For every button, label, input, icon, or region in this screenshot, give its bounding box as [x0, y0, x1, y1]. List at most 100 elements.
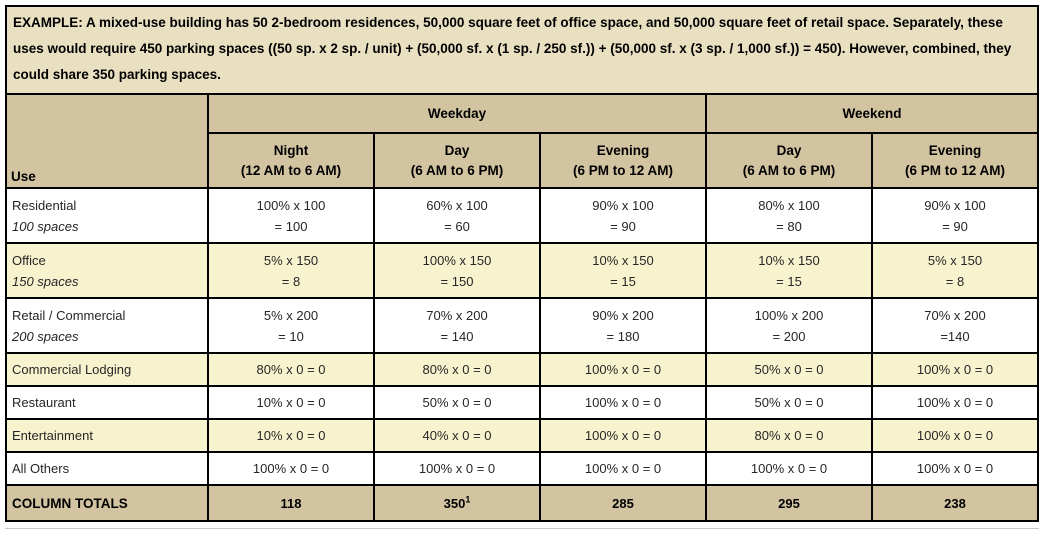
- use-name: Restaurant: [12, 395, 76, 410]
- calc-line: 80% x 0 = 0: [256, 362, 326, 377]
- period-name: Night: [273, 142, 309, 158]
- use-name: Residential: [12, 197, 77, 213]
- calc-cell: 100% x 200 = 200: [705, 297, 873, 354]
- weekday-group-header: Weekday: [207, 93, 707, 134]
- calc-cell: 90% x 200 = 180: [539, 297, 707, 354]
- calc-line: 100% x 0 = 0: [584, 428, 662, 443]
- use-column-header: Use: [5, 93, 209, 189]
- calc-cell: 70% x 200 =140: [871, 297, 1039, 354]
- calc-cell: 80% x 0 = 0: [373, 352, 541, 387]
- calc-line: 50% x 0 = 0: [422, 395, 492, 410]
- time-period-header-0: Night (12 AM to 6 AM): [207, 132, 375, 189]
- calc-line: 50% x 0 = 0: [754, 395, 824, 410]
- calc-line: = 8: [281, 273, 301, 289]
- column-total-value: 285: [539, 484, 707, 522]
- calc-line: 100% x 0 = 0: [916, 395, 994, 410]
- calc-cell: 100% x 0 = 0: [539, 418, 707, 453]
- calc-line: 5% x 200: [263, 307, 319, 323]
- calc-cell: 5% x 150 = 8: [871, 242, 1039, 299]
- use-name: Commercial Lodging: [12, 362, 132, 377]
- calc-cell: 80% x 0 = 0: [705, 418, 873, 453]
- weekend-group-header: Weekend: [705, 93, 1039, 134]
- time-period-header-2: Evening (6 PM to 12 AM): [539, 132, 707, 189]
- calc-line: 100% x 0 = 0: [584, 461, 662, 476]
- time-period-row: Night (12 AM to 6 AM) Day (6 AM to 6 PM) Eve…: [6, 132, 1039, 189]
- calc-cell: 50% x 0 = 0: [373, 385, 541, 420]
- calc-cell: 100% x 150 = 150: [373, 242, 541, 299]
- calc-line: 80% x 0 = 0: [422, 362, 492, 377]
- calc-line: 100% x 0 = 0: [916, 362, 994, 377]
- calc-line: 5% x 150: [927, 252, 983, 268]
- calc-line: = 60: [444, 218, 470, 234]
- time-period-header-1: Day (6 AM to 6 PM): [373, 132, 541, 189]
- calc-line: 80% x 0 = 0: [754, 428, 824, 443]
- use-name: Retail / Commercial: [12, 307, 126, 323]
- calc-line: = 180: [606, 328, 640, 344]
- calc-cell: 100% x 0 = 0: [373, 451, 541, 486]
- period-hours: (6 AM to 6 PM): [742, 162, 836, 178]
- calc-line: 10% x 150: [758, 252, 820, 268]
- calc-cell: 90% x 100 = 90: [539, 187, 707, 244]
- calc-line: = 150: [440, 273, 474, 289]
- calc-line: 90% x 100: [592, 197, 654, 213]
- calc-line: 80% x 100: [758, 197, 820, 213]
- use-name: All Others: [12, 461, 70, 476]
- calc-line: = 10: [278, 328, 304, 344]
- calc-line: 100% x 0 = 0: [418, 461, 496, 476]
- period-hours: (6 PM to 12 AM): [572, 162, 673, 178]
- calc-cell: 100% x 100 = 100: [207, 187, 375, 244]
- calc-cell: 80% x 0 = 0: [207, 352, 375, 387]
- calc-cell: 10% x 150 = 15: [705, 242, 873, 299]
- calc-line: 10% x 0 = 0: [256, 428, 326, 443]
- calc-cell: 100% x 0 = 0: [871, 385, 1039, 420]
- page-divider-line: [5, 528, 1039, 529]
- period-hours: (6 PM to 12 AM): [904, 162, 1005, 178]
- column-total-value: 3501: [373, 484, 541, 522]
- use-name: Entertainment: [12, 428, 93, 443]
- calc-cell: 80% x 100 = 80: [705, 187, 873, 244]
- calc-line: 100% x 100: [256, 197, 326, 213]
- calc-line: = 15: [610, 273, 636, 289]
- calc-cell: 100% x 0 = 0: [871, 352, 1039, 387]
- period-hours: (6 AM to 6 PM): [410, 162, 504, 178]
- use-label-cell: Office 150 spaces: [5, 242, 209, 299]
- calc-line: = 90: [942, 218, 968, 234]
- period-name: Evening: [596, 142, 650, 158]
- calc-cell: 10% x 150 = 15: [539, 242, 707, 299]
- calc-line: = 8: [945, 273, 965, 289]
- calc-cell: 50% x 0 = 0: [705, 385, 873, 420]
- calc-cell: 60% x 100 = 60: [373, 187, 541, 244]
- calc-line: = 200: [772, 328, 806, 344]
- calc-line: 5% x 150: [263, 252, 319, 268]
- time-period-header-4: Evening (6 PM to 12 AM): [871, 132, 1039, 189]
- calc-line: 100% x 0 = 0: [584, 395, 662, 410]
- calc-line: 100% x 0 = 0: [916, 461, 994, 476]
- period-name: Day: [776, 142, 802, 158]
- calc-cell: 40% x 0 = 0: [373, 418, 541, 453]
- calc-cell: 100% x 0 = 0: [871, 451, 1039, 486]
- footnote-marker: 1: [465, 494, 471, 505]
- example-note-box: EXAMPLE: A mixed-use building has 50 2-b…: [5, 5, 1039, 95]
- calc-line: 100% x 0 = 0: [916, 428, 994, 443]
- calc-cell: 90% x 100 = 90: [871, 187, 1039, 244]
- period-name: Day: [444, 142, 470, 158]
- time-period-header-3: Day (6 AM to 6 PM): [705, 132, 873, 189]
- calc-line: = 90: [610, 218, 636, 234]
- calc-cell: 100% x 0 = 0: [539, 451, 707, 486]
- use-row: Office 150 spaces 5% x 150 = 8 100% x 150 = 1…: [5, 242, 1039, 299]
- calc-cell: 5% x 200 = 10: [207, 297, 375, 354]
- use-label-cell: All Others: [5, 451, 209, 486]
- calc-line: 60% x 100: [426, 197, 488, 213]
- calc-line: 50% x 0 = 0: [754, 362, 824, 377]
- calc-line: 100% x 200: [754, 307, 824, 323]
- column-totals-row: COLUMN TOTALS 118 3501 285 295 238: [5, 484, 1039, 522]
- calc-cell: 10% x 0 = 0: [207, 385, 375, 420]
- calc-line: 90% x 200: [592, 307, 654, 323]
- period-group-row: Use Weekday Weekend: [5, 93, 1039, 189]
- calc-line: 70% x 200: [924, 307, 986, 323]
- use-space-count: 150 spaces: [12, 273, 79, 289]
- calc-cell: 50% x 0 = 0: [705, 352, 873, 387]
- use-row: Commercial Lodging 80% x 0 = 0 80% x 0 = 0…: [5, 352, 1039, 387]
- calc-line: = 140: [440, 328, 474, 344]
- calc-line: 100% x 0 = 0: [252, 461, 330, 476]
